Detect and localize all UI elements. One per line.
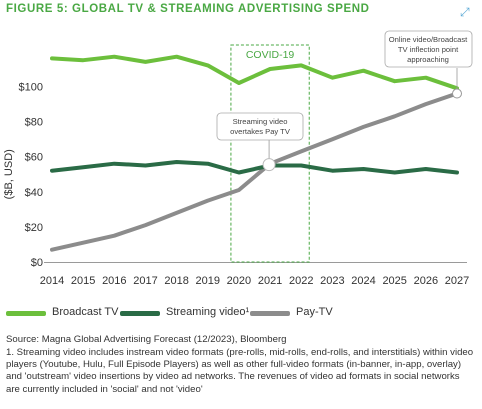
x-tick-label: 2018 bbox=[164, 275, 188, 287]
x-tick-label: 2016 bbox=[102, 275, 126, 287]
expand-icon[interactable]: ⤢ bbox=[460, 5, 470, 19]
x-tick-label: 2022 bbox=[289, 275, 313, 287]
x-tick-label: 2024 bbox=[351, 275, 375, 287]
x-tick-label: 2015 bbox=[71, 275, 95, 287]
x-tick-label: 2017 bbox=[133, 275, 157, 287]
y-tick-label: $40 bbox=[25, 187, 43, 199]
source-note: Source: Magna Global Advertising Forecas… bbox=[6, 334, 287, 345]
x-tick-label: 2026 bbox=[414, 275, 438, 287]
inflection-callout-line2: TV inflection point bbox=[398, 45, 459, 54]
figure-title: FIGURE 5: GLOBAL TV & STREAMING ADVERTIS… bbox=[6, 3, 370, 15]
legend-label-streaming: Streaming video¹ bbox=[166, 306, 250, 318]
inflection-callout-box bbox=[384, 30, 473, 68]
x-tick-label: 2025 bbox=[382, 275, 406, 287]
inflection-marker bbox=[452, 88, 462, 99]
x-tick-label: 2021 bbox=[258, 275, 282, 287]
y-tick-label: $0 bbox=[31, 257, 43, 269]
legend-label-broadcast: Broadcast TV bbox=[52, 306, 119, 318]
legend-swatch-paytv bbox=[250, 311, 290, 316]
overtake-callout-line2: overtakes Pay TV bbox=[230, 127, 291, 136]
inflection-callout-line1: Online video/Broadcast bbox=[389, 35, 468, 44]
x-tick-label: 2019 bbox=[196, 275, 220, 287]
series-line-paytv bbox=[50, 91, 459, 252]
legend-swatch-streaming bbox=[120, 311, 160, 316]
overtake-callout-box bbox=[216, 112, 304, 141]
inflection-callout-line3: approaching bbox=[407, 55, 449, 64]
legend-label-paytv: Pay-TV bbox=[296, 306, 333, 318]
x-tick-label: 2014 bbox=[40, 275, 64, 287]
y-axis-label: ($B, USD) bbox=[3, 149, 15, 199]
series-line-streaming bbox=[50, 160, 459, 175]
overtake-marker bbox=[262, 158, 276, 172]
line-chart: COVID-19 $0 $20 $40 $60 $80 $100 ($B, USD) 2014 2… bbox=[3, 30, 473, 287]
legend-swatch-broadcast bbox=[6, 311, 46, 316]
y-tick-label: $80 bbox=[25, 117, 43, 129]
footnote: 1. Streaming video includes instream vid… bbox=[6, 347, 474, 395]
series-line-broadcast bbox=[50, 54, 459, 91]
x-tick-label: 2027 bbox=[445, 275, 469, 287]
x-tick-label: 2020 bbox=[227, 275, 251, 287]
y-tick-label: $20 bbox=[25, 222, 43, 234]
x-tick-label: 2023 bbox=[320, 275, 344, 287]
overtake-callout-line1: Streaming video bbox=[233, 117, 288, 126]
covid-period-box bbox=[230, 44, 310, 263]
y-tick-label: $60 bbox=[25, 152, 43, 164]
y-tick-label: $100 bbox=[19, 82, 43, 94]
covid-label: COVID-19 bbox=[246, 49, 295, 61]
